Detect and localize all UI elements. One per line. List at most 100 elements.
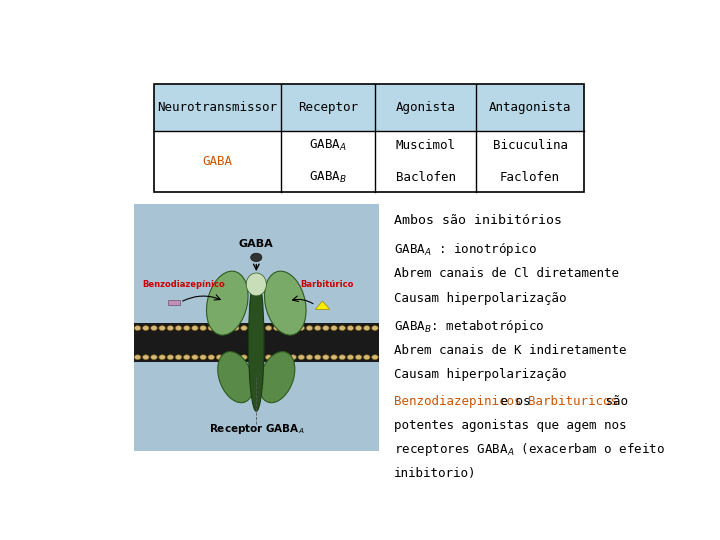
Bar	[281, 84, 375, 131]
Circle shape	[356, 355, 362, 360]
Circle shape	[251, 253, 262, 261]
Circle shape	[257, 326, 264, 330]
Bar	[154, 84, 281, 131]
Circle shape	[240, 355, 247, 360]
Circle shape	[274, 355, 280, 360]
Text: Barbituricos: Barbituricos	[528, 395, 618, 408]
Circle shape	[364, 326, 370, 330]
Circle shape	[208, 326, 215, 330]
Circle shape	[135, 326, 141, 330]
Ellipse shape	[248, 274, 264, 411]
Text: Benzodiazepinicos: Benzodiazepinicos	[394, 395, 521, 408]
Circle shape	[339, 355, 346, 360]
Text: Abrem canais de Cl diretamente: Abrem canais de Cl diretamente	[394, 267, 619, 280]
Circle shape	[339, 326, 346, 330]
Circle shape	[356, 326, 362, 330]
Text: Neurotransmissor: Neurotransmissor	[158, 101, 277, 114]
Text: Muscimol: Muscimol	[396, 139, 456, 152]
Circle shape	[135, 355, 141, 360]
Ellipse shape	[246, 273, 266, 296]
Circle shape	[216, 326, 222, 330]
Bar	[168, 300, 180, 305]
Bar	[477, 84, 584, 131]
Text: Abrem canais de K indiretamente: Abrem canais de K indiretamente	[394, 345, 626, 357]
Text: Ambos são inibitórios: Ambos são inibitórios	[394, 214, 562, 227]
Text: Faclofen: Faclofen	[500, 171, 560, 184]
Text: Barbitúrico: Barbitúrico	[300, 280, 354, 289]
Circle shape	[184, 355, 190, 360]
Text: Causam hiperpolarização: Causam hiperpolarização	[394, 368, 567, 381]
Circle shape	[159, 355, 166, 360]
Text: Agonista: Agonista	[396, 101, 456, 114]
Ellipse shape	[264, 271, 306, 335]
Text: GABA$_A$: GABA$_A$	[310, 138, 347, 153]
Text: GABA: GABA	[202, 155, 233, 168]
Circle shape	[330, 326, 337, 330]
Circle shape	[175, 326, 181, 330]
Bar	[133, 323, 379, 362]
Bar	[375, 131, 477, 192]
Circle shape	[306, 326, 312, 330]
Circle shape	[290, 326, 297, 330]
Circle shape	[282, 355, 288, 360]
Circle shape	[233, 355, 239, 360]
Circle shape	[323, 355, 329, 360]
Bar	[477, 131, 584, 192]
Circle shape	[347, 326, 354, 330]
Circle shape	[249, 326, 256, 330]
Circle shape	[364, 355, 370, 360]
Ellipse shape	[207, 271, 248, 335]
Text: Bicuculina: Bicuculina	[492, 139, 567, 152]
Bar	[281, 131, 375, 192]
Circle shape	[240, 326, 247, 330]
Circle shape	[372, 326, 378, 330]
Bar	[154, 84, 584, 192]
Circle shape	[372, 355, 378, 360]
Text: Baclofen: Baclofen	[396, 171, 456, 184]
Bar	[154, 131, 281, 192]
Circle shape	[266, 355, 271, 360]
Circle shape	[306, 355, 312, 360]
Text: receptores GABA$_A$ (exacerbam o efeito: receptores GABA$_A$ (exacerbam o efeito	[394, 441, 665, 458]
Text: são: são	[598, 395, 628, 408]
Text: inibitorio): inibitorio)	[394, 468, 477, 481]
Circle shape	[192, 326, 198, 330]
Circle shape	[167, 326, 174, 330]
Circle shape	[225, 355, 231, 360]
Circle shape	[282, 326, 288, 330]
Bar	[133, 204, 379, 451]
Circle shape	[216, 355, 222, 360]
Text: Benzodiazepínico: Benzodiazepínico	[142, 280, 225, 289]
Text: Causam hiperpolarização: Causam hiperpolarização	[394, 292, 567, 305]
Circle shape	[143, 326, 149, 330]
Text: Antagonista: Antagonista	[489, 101, 572, 114]
Text: GABA$_B$: GABA$_B$	[310, 170, 347, 185]
Text: GABA$_B$: metabotrópico: GABA$_B$: metabotrópico	[394, 318, 545, 335]
Circle shape	[233, 326, 239, 330]
Circle shape	[330, 355, 337, 360]
Circle shape	[323, 326, 329, 330]
Circle shape	[315, 326, 321, 330]
Circle shape	[315, 355, 321, 360]
Circle shape	[167, 355, 174, 360]
Circle shape	[143, 355, 149, 360]
Circle shape	[347, 355, 354, 360]
Circle shape	[290, 355, 297, 360]
Polygon shape	[315, 301, 330, 309]
Circle shape	[208, 355, 215, 360]
Text: Receptor GABA$_A$: Receptor GABA$_A$	[209, 422, 304, 436]
Text: Receptor: Receptor	[298, 101, 358, 114]
Circle shape	[184, 326, 190, 330]
Circle shape	[200, 326, 207, 330]
Text: e os: e os	[493, 395, 538, 408]
Ellipse shape	[259, 352, 294, 403]
Circle shape	[175, 355, 181, 360]
Text: GABA$_A$ : ionotrópico: GABA$_A$ : ionotrópico	[394, 241, 537, 258]
Circle shape	[150, 326, 157, 330]
Text: potentes agonistas que agem nos: potentes agonistas que agem nos	[394, 419, 626, 432]
Circle shape	[274, 326, 280, 330]
Bar	[375, 84, 477, 131]
Circle shape	[225, 326, 231, 330]
Circle shape	[249, 355, 256, 360]
Circle shape	[150, 355, 157, 360]
